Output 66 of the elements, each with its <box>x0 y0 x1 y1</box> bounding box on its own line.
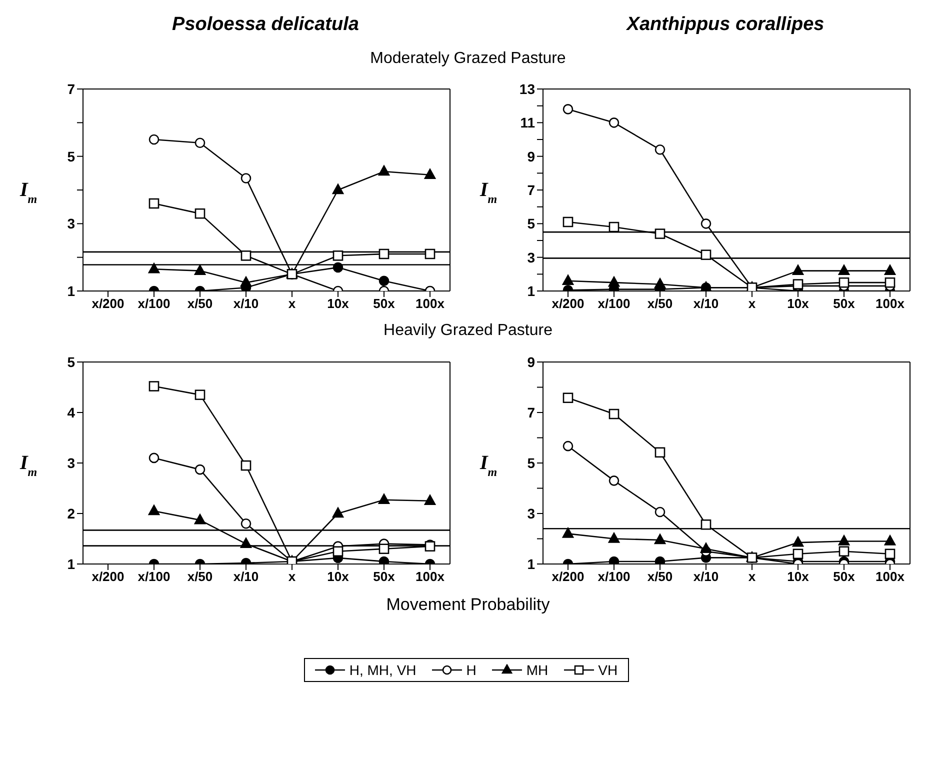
x-tick-label: x/200 <box>92 296 124 312</box>
legend-label: MH <box>526 662 548 678</box>
y-tick-label: 3 <box>527 505 536 522</box>
y-tick-label: 5 <box>67 354 76 370</box>
x-tick-label: 10x <box>327 296 350 312</box>
y-tick-label: 3 <box>67 454 76 471</box>
y-tick-label: 3 <box>67 216 76 232</box>
legend-label: H <box>466 662 476 678</box>
y-tick-label: 5 <box>527 216 536 232</box>
y-tick-label: 1 <box>67 556 76 572</box>
x-tick-label: x/10 <box>233 296 259 312</box>
x-tick-label: 50x <box>373 569 396 584</box>
x-tick-label: x/50 <box>647 569 673 584</box>
legend-label: VH <box>598 662 618 678</box>
x-tick-label: 100x <box>416 296 446 312</box>
y-tick-label: 3 <box>527 249 536 266</box>
x-tick-label: 50x <box>833 569 856 584</box>
x-tick-label: 100x <box>416 569 446 584</box>
x-tick-label: x/100 <box>598 296 630 312</box>
x-tick-label: 50x <box>833 296 856 312</box>
x-tick-label: x <box>748 296 756 312</box>
x-tick-label: x/10 <box>693 569 719 584</box>
legend-label: H, MH, VH <box>349 662 416 678</box>
x-tick-label: x <box>288 569 296 584</box>
y-tick-label: 5 <box>527 454 536 471</box>
x-tick-label: 100x <box>876 296 906 312</box>
x-tick-label: 10x <box>787 296 810 312</box>
x-tick-label: x <box>748 569 756 584</box>
x-tick-label: x/10 <box>233 569 259 584</box>
x-tick-label: x/10 <box>693 296 719 312</box>
x-tick-label: 50x <box>373 296 396 312</box>
x-tick-label: 100x <box>876 569 906 584</box>
x-tick-label: x/100 <box>598 569 630 584</box>
y-tick-label: 7 <box>527 404 536 420</box>
x-tick-label: x/200 <box>92 569 124 584</box>
x-tick-label: 10x <box>787 569 810 584</box>
x-tick-label: x <box>288 296 296 312</box>
x-tick-label: x/50 <box>187 569 213 584</box>
x-tick-label: x/50 <box>647 296 673 312</box>
y-tick-label: 1 <box>527 556 536 572</box>
y-axis-title: I$_{m}$ <box>479 452 498 479</box>
x-axis-title: Movement Probability <box>385 595 551 615</box>
y-tick-label: 5 <box>67 148 76 164</box>
y-tick-label: 13 <box>519 80 536 97</box>
y-tick-label: 7 <box>67 80 76 97</box>
y-axis-title: I$_{m}$ <box>479 179 498 206</box>
y-tick-label: 9 <box>527 354 536 370</box>
y-tick-label: 4 <box>67 404 76 420</box>
y-tick-label: 9 <box>527 148 536 164</box>
chart-subtitle: Moderately Grazed Pasture <box>369 50 567 68</box>
y-tick-label: 2 <box>67 505 76 522</box>
y-tick-label: 7 <box>527 182 536 198</box>
x-tick-label: x/50 <box>187 296 213 312</box>
y-tick-label: 1 <box>527 282 536 299</box>
x-tick-label: x/100 <box>138 569 170 584</box>
x-tick-label: x/100 <box>138 296 170 312</box>
x-tick-label: x/200 <box>552 569 584 584</box>
x-tick-label: 10x <box>327 569 350 584</box>
y-axis-title: I$_{m}$ <box>19 452 38 479</box>
y-axis-title: I$_{m}$ <box>19 179 38 206</box>
x-tick-label: x/200 <box>552 296 584 312</box>
y-tick-label: 1 <box>67 282 76 299</box>
y-tick-label: 11 <box>520 114 536 131</box>
chart-title: Psoloessa delicatula <box>171 14 360 36</box>
chart-subtitle: Heavily Grazed Pasture <box>382 322 554 340</box>
chart-title: Xanthippus corallipes <box>625 14 826 36</box>
